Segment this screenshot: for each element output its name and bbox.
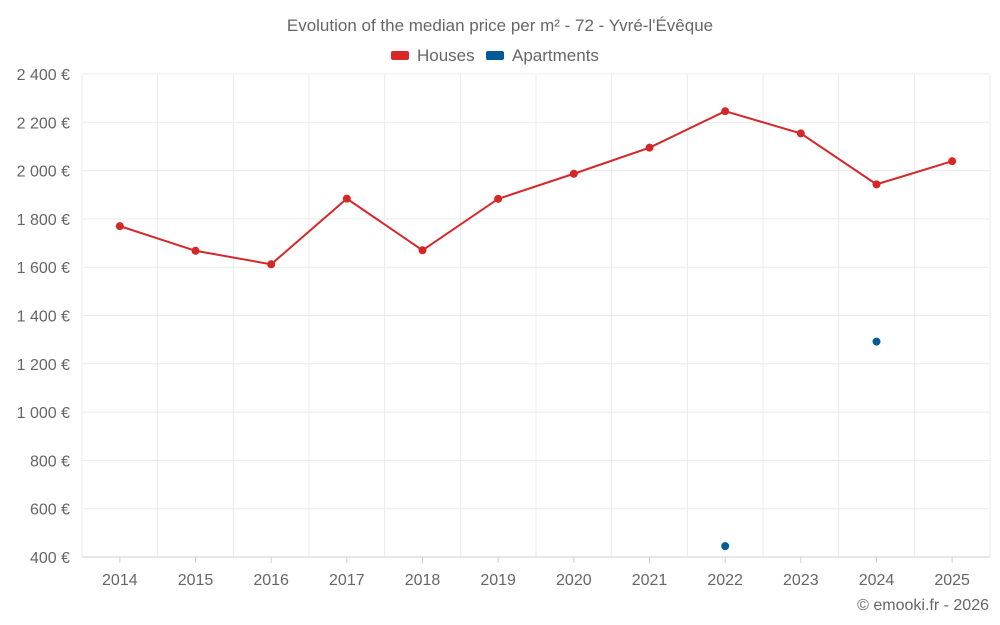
data-point-houses-2016[interactable]: [267, 260, 276, 269]
y-tick-label: 1 200 €: [17, 357, 70, 374]
legend-label-apartments: Apartments: [512, 46, 599, 65]
legend-label-houses: Houses: [417, 46, 475, 65]
x-tick-label: 2018: [405, 572, 441, 589]
y-tick-label: 800 €: [30, 453, 70, 470]
data-point-apartments-2022[interactable]: [721, 542, 730, 551]
legend-swatch-apartments: [486, 51, 504, 60]
y-tick-label: 1 600 €: [17, 260, 70, 277]
legend: Houses Apartments: [391, 46, 599, 65]
legend-swatch-houses: [391, 51, 409, 60]
data-point-houses-2021[interactable]: [645, 143, 654, 152]
data-point-houses-2015[interactable]: [191, 246, 200, 255]
grid: [81, 73, 991, 557]
data-point-houses-2018[interactable]: [418, 246, 427, 255]
y-tick-label: 1 800 €: [17, 212, 70, 229]
x-tick-label: 2020: [556, 572, 592, 589]
x-tick-label: 2024: [859, 572, 895, 589]
data-point-houses-2024[interactable]: [872, 180, 881, 189]
y-tick-label: 1 400 €: [17, 309, 70, 326]
x-axis: 2014 2015 2016 2017 2018 2019 2020 2021 2022 2023…: [82, 556, 990, 589]
x-tick-label: 2019: [480, 572, 516, 589]
data-point-houses-2023[interactable]: [796, 129, 805, 138]
data-point-apartments-2024[interactable]: [872, 337, 881, 346]
y-tick-label: 2 200 €: [17, 115, 70, 132]
x-tick-label: 2025: [934, 572, 970, 589]
x-tick-label: 2022: [707, 572, 743, 589]
data-point-houses-2014[interactable]: [115, 222, 124, 231]
y-tick-label: 1 000 €: [17, 405, 70, 422]
y-tick-label: 2 000 €: [17, 164, 70, 181]
chart-title: Evolution of the median price per m² - 7…: [287, 16, 713, 35]
y-axis: 400 € 600 € 800 € 1 000 € 1 200 € 1 400 € 1 60…: [17, 67, 70, 567]
x-tick-label: 2015: [178, 572, 214, 589]
x-tick-label: 2021: [632, 572, 668, 589]
credit: © emooki.fr - 2026: [857, 597, 989, 614]
data-point-houses-2017[interactable]: [342, 194, 351, 203]
series: [115, 107, 957, 551]
data-point-houses-2022[interactable]: [721, 107, 730, 116]
legend-item-apartments[interactable]: Apartments: [486, 46, 599, 65]
x-tick-label: 2017: [329, 572, 365, 589]
series-line-houses: [119, 110, 953, 266]
data-point-houses-2019[interactable]: [494, 194, 503, 203]
x-tick-label: 2023: [783, 572, 819, 589]
y-tick-label: 400 €: [30, 550, 70, 567]
data-point-houses-2025[interactable]: [948, 157, 957, 166]
y-tick-label: 600 €: [30, 502, 70, 519]
y-tick-label: 2 400 €: [17, 67, 70, 84]
x-tick-label: 2014: [102, 572, 138, 589]
data-point-houses-2020[interactable]: [569, 169, 578, 178]
legend-item-houses[interactable]: Houses: [391, 46, 475, 65]
x-tick-label: 2016: [253, 572, 289, 589]
